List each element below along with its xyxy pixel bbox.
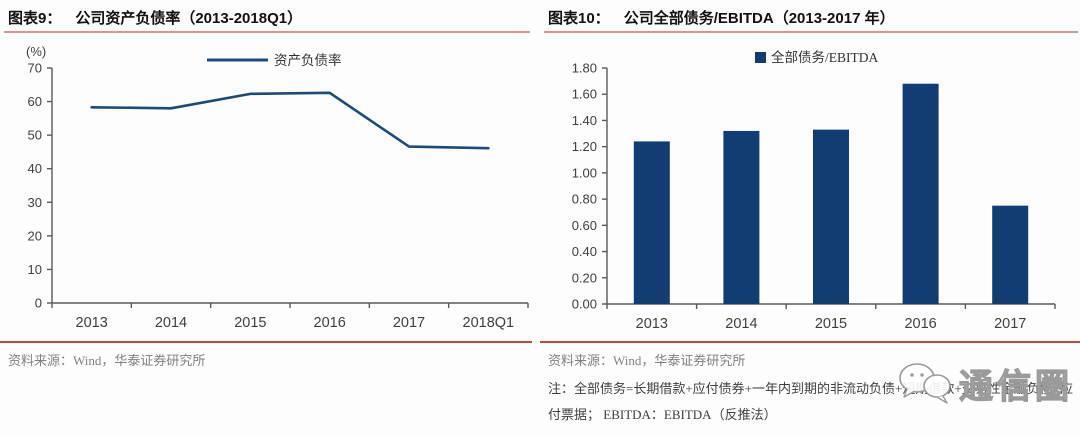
y-tick-label: 1.80 xyxy=(572,61,597,76)
figure10-title-underline xyxy=(544,31,1078,33)
asset-liability-ratio-line-series xyxy=(90,91,490,150)
y-tick-label: 0.80 xyxy=(572,192,597,207)
y-tick-label: 30 xyxy=(28,195,42,210)
y-tick-label: 1.00 xyxy=(572,165,597,180)
y-tick-label: 0.40 xyxy=(572,244,597,259)
y-tick-label: 60 xyxy=(28,94,42,109)
figure10-panel: 图表10： 公司全部债务/EBITDA（2013-2017 年） 0.00 0.20… xyxy=(540,0,1080,437)
x-tick-label: 2015 xyxy=(815,316,847,332)
x-tick-label: 2015 xyxy=(234,315,266,331)
y-tick-label: 0.20 xyxy=(572,270,597,285)
figure10-label: 图表10： xyxy=(548,10,610,27)
figure10-separator-line xyxy=(540,341,1080,343)
figure10-title: 图表10： 公司全部债务/EBITDA（2013-2017 年） xyxy=(548,7,1076,28)
x-tick-label: 2014 xyxy=(155,315,187,331)
x-tick-label: 2017 xyxy=(994,316,1026,332)
debt-ebitda-bar xyxy=(633,141,670,304)
y-tick-label: 1.60 xyxy=(572,87,597,102)
figure9-y-axis-unit: (%) xyxy=(26,44,47,59)
y-tick-label: 1.40 xyxy=(572,113,597,128)
debt-ebitda-bar xyxy=(902,83,939,304)
y-tick-label: 10 xyxy=(28,262,42,277)
x-tick-label: 2018Q1 xyxy=(463,315,515,331)
y-tick-label: 40 xyxy=(28,161,42,176)
legend-label: 资产负债率 xyxy=(274,52,342,68)
y-tick-label: 0 xyxy=(35,296,42,311)
debt-ebitda-bar xyxy=(813,129,849,304)
y-tick-label: 1.20 xyxy=(572,139,597,154)
x-tick-label: 2017 xyxy=(393,315,425,331)
figure9-panel: 图表9： 公司资产负债率（2013-2018Q1） (%) 0 10 20 30 40 50… xyxy=(0,0,532,437)
debt-ebitda-bar xyxy=(992,205,1029,304)
figure9-label: 图表9： xyxy=(8,10,62,27)
x-tick-label: 2013 xyxy=(636,316,668,332)
y-tick-label: 0.00 xyxy=(572,297,597,312)
legend-square-swatch xyxy=(755,52,766,63)
y-tick-label: 70 xyxy=(28,61,42,76)
figure9-title-text: 公司资产负债率（2013-2018Q1） xyxy=(75,10,303,27)
debt-ebitda-bar xyxy=(723,130,760,304)
figure9-title-underline xyxy=(4,31,530,33)
figure10-source-text: 资料来源：Wind，华泰证券研究所 xyxy=(548,353,746,368)
y-tick-label: 0.60 xyxy=(572,218,597,233)
x-tick-label: 2013 xyxy=(76,315,108,331)
asset-liability-ratio-line-chart: 0 10 20 30 40 50 60 70 2013 2014 2015 2016 2017 2018Q… xyxy=(28,52,529,331)
y-tick-label: 20 xyxy=(28,228,42,243)
x-tick-label: 2016 xyxy=(314,315,346,331)
figure9-source-text: 资料来源：Wind，华泰证券研究所 xyxy=(8,353,206,368)
figure10-note-text: 注：全部债务=长期借款+应付债券+一年内到期的非流动负债+短期借款+交易性金融负… xyxy=(548,381,1073,422)
y-tick-label: 50 xyxy=(28,128,42,143)
figure10-title-text: 公司全部债务/EBITDA（2013-2017 年） xyxy=(623,10,895,27)
figure9-title: 图表9： 公司资产负债率（2013-2018Q1） xyxy=(8,7,528,28)
legend-label: 全部债务/EBITDA xyxy=(771,49,878,65)
x-tick-label: 2016 xyxy=(904,316,936,332)
figure9-separator-line xyxy=(0,341,532,343)
debt-ebitda-bar-chart: 0.00 0.20 0.40 0.60 0.80 1.00 1.20 1.40 1.60 1.80… xyxy=(572,49,1056,332)
x-tick-label: 2014 xyxy=(725,316,757,332)
